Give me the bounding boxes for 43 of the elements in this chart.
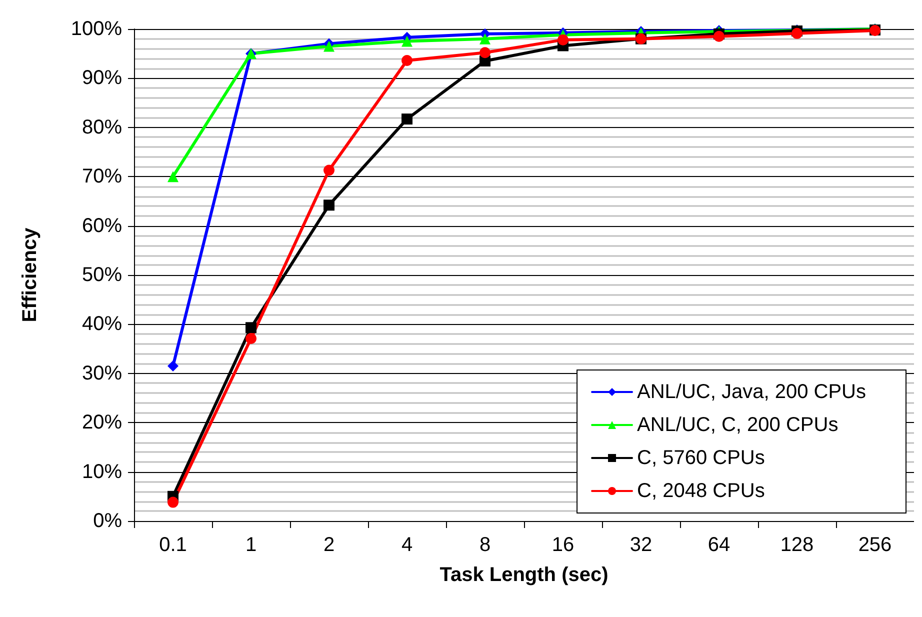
x-tick-label: 1	[245, 534, 257, 556]
y-tick-label: 0%	[93, 510, 122, 532]
x-tick-label: 4	[401, 534, 413, 556]
x-tick-label: 0.1	[159, 534, 187, 556]
y-tick-label: 100%	[70, 18, 122, 40]
point	[402, 36, 412, 47]
y-tick-label: 50%	[82, 264, 122, 286]
legend-label: C, 5760 CPUs	[637, 447, 765, 469]
y-tick-label: 70%	[82, 166, 122, 188]
x-tick-label: 8	[479, 534, 491, 556]
x-tick-label: 2	[323, 534, 335, 556]
x-tick-label: 256	[858, 534, 892, 556]
legend-label: C, 2048 CPUs	[637, 480, 765, 502]
point	[324, 200, 334, 211]
point	[324, 40, 334, 52]
x-tick-label: 32	[630, 534, 652, 556]
y-tick-label: 30%	[82, 362, 122, 384]
legend-label: ANL/UC, Java, 200 CPUs	[637, 381, 866, 403]
y-axis-title: Efficiency	[19, 226, 41, 322]
point	[792, 28, 802, 39]
y-tick-label: 20%	[82, 412, 122, 434]
x-tick-label: 64	[708, 534, 730, 556]
point	[402, 54, 412, 66]
point	[168, 496, 178, 508]
y-tick-label: 60%	[82, 214, 122, 237]
point	[480, 47, 490, 58]
y-tick-label: 90%	[82, 67, 122, 90]
point	[324, 164, 334, 176]
point	[480, 33, 490, 44]
point	[168, 171, 178, 182]
x-tick-label: 128	[780, 534, 814, 556]
point	[402, 114, 412, 125]
point	[714, 30, 724, 42]
point	[246, 322, 256, 334]
point	[558, 34, 568, 46]
x-axis-title: Task Length (sec)	[440, 564, 608, 586]
x-tick-label: 16	[552, 534, 574, 556]
legend-label: ANL/UC, C, 200 CPUs	[637, 414, 838, 436]
y-tick-label: 80%	[82, 116, 122, 138]
point	[168, 360, 178, 372]
point	[246, 332, 256, 344]
y-tick-label: 10%	[82, 460, 122, 483]
y-tick-label: 40%	[82, 313, 122, 336]
